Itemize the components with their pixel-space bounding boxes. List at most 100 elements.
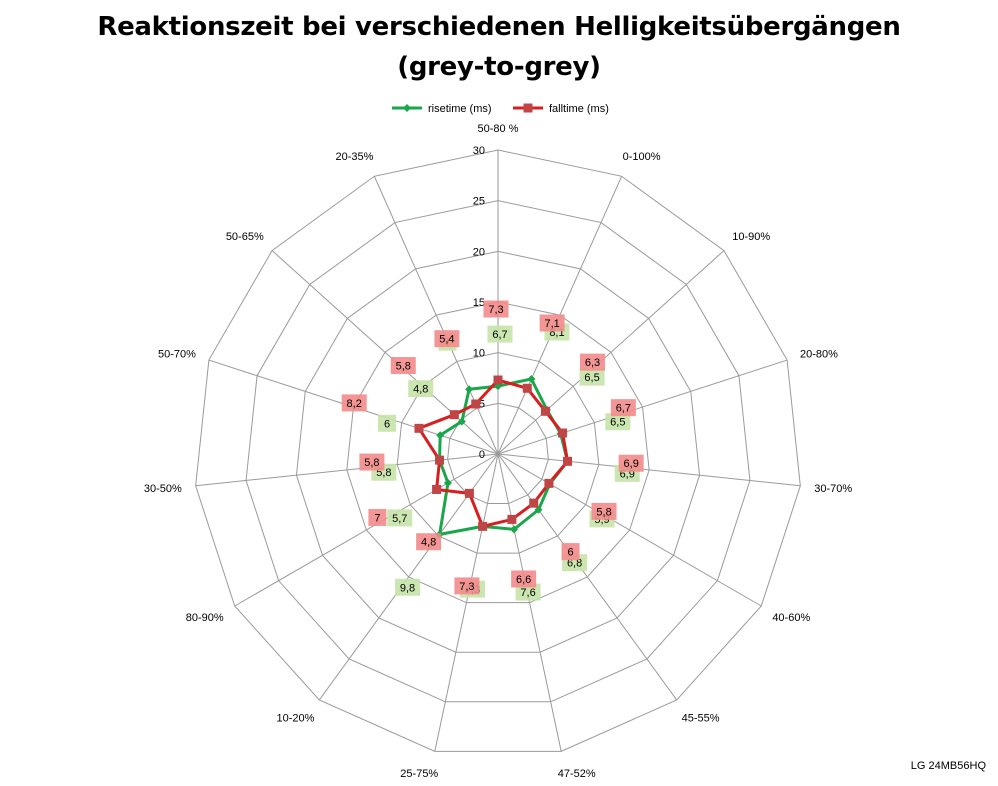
series-point-1	[544, 478, 554, 488]
data-label-bg	[561, 543, 580, 561]
radial-tick-label: 0	[479, 449, 485, 461]
series-point-1	[558, 428, 568, 438]
data-label: 6,5	[584, 372, 599, 384]
series-point-0	[527, 375, 536, 384]
radial-tick-labels: 0 5 10 15 20 25 30	[473, 145, 485, 461]
series-point-1	[540, 406, 550, 416]
spoke	[234, 453, 499, 607]
data-label-bg	[487, 325, 513, 343]
spoke	[497, 453, 678, 701]
data-label: 6,5	[610, 417, 625, 429]
series-point-1	[449, 410, 459, 420]
grid-ring	[295, 250, 701, 653]
series-point-1	[522, 383, 532, 393]
data-label-bg	[605, 413, 631, 431]
data-label-bg	[434, 330, 460, 348]
data-label: 6	[567, 547, 573, 559]
category-label: 47-52%	[558, 768, 596, 780]
series-point-1	[493, 375, 503, 385]
data-label-bg	[454, 577, 480, 595]
category-label: 80-90%	[186, 612, 224, 624]
data-label: 7,3	[488, 304, 503, 316]
category-label: 20-35%	[335, 151, 373, 163]
data-label-bg	[579, 353, 605, 371]
data-label-bg	[378, 414, 397, 432]
radar-grid	[195, 149, 801, 752]
category-labels: 50-80 % 0-100% 10-90% 20-80% 30-70% 40-60% 45-…	[144, 123, 852, 780]
series-point-0	[534, 505, 543, 514]
data-label: 6,9	[624, 458, 639, 470]
data-label: 6,8	[567, 558, 582, 570]
series-point-1	[471, 399, 481, 409]
series-point-0	[457, 417, 466, 426]
data-label: 6,3	[585, 357, 600, 369]
data-label: 5,8	[364, 457, 379, 469]
series-point-1	[432, 484, 442, 494]
data-label: 7,6	[520, 587, 535, 599]
category-label: 0-100%	[623, 151, 661, 163]
data-label: 6	[384, 418, 390, 430]
data-label-bg	[539, 314, 565, 332]
spoke	[497, 453, 562, 752]
category-label: 50-65%	[226, 231, 264, 243]
data-label-bg	[368, 508, 387, 526]
series-point-1	[414, 423, 424, 433]
footer-model-label: LG 24MB56HQ	[910, 760, 986, 772]
data-label: 6,6	[516, 574, 531, 586]
data-label: 9,8	[400, 582, 415, 594]
radial-tick-label: 20	[473, 246, 485, 258]
category-label: 20-80%	[800, 348, 838, 360]
data-label-bg	[390, 357, 416, 375]
data-label: 6,7	[616, 403, 631, 415]
category-label: 45-55%	[682, 713, 720, 725]
radial-tick-label: 30	[473, 145, 485, 157]
spoke	[497, 453, 762, 607]
legend: risetime (ms) falltime (ms)	[392, 103, 609, 115]
chart-title-line1: Reaktionszeit bei verschiedenen Helligke…	[97, 12, 901, 42]
data-label-bg	[359, 453, 385, 471]
grid-ring	[447, 402, 549, 505]
series-point-1	[435, 455, 445, 465]
data-label: 5,8	[396, 361, 411, 373]
data-label: 6,7	[492, 329, 507, 341]
legend-label: risetime (ms)	[428, 103, 492, 115]
chart-title-line2: (grey-to-grey)	[397, 52, 601, 82]
spoke	[434, 453, 499, 752]
data-label-bg	[341, 394, 367, 412]
grid-ring	[245, 200, 751, 703]
series-line-1	[417, 378, 570, 528]
category-label: 50-70%	[158, 348, 196, 360]
series-point-1	[529, 498, 539, 508]
data-label: 7	[374, 512, 380, 524]
series-point-0	[436, 431, 445, 440]
radial-tick-label: 25	[473, 196, 485, 208]
legend-marker-0	[403, 104, 411, 112]
series-point-1	[563, 456, 573, 466]
data-label-bg	[618, 454, 644, 472]
legend-marker-1	[523, 103, 533, 113]
data-label: 5,8	[596, 506, 611, 518]
series-point-1	[507, 514, 517, 524]
data-label-bg	[591, 502, 617, 520]
category-label: 10-90%	[732, 231, 770, 243]
grid-ring	[396, 352, 600, 554]
series-point-0	[443, 478, 452, 487]
data-label: 4,8	[421, 537, 436, 549]
data-label: 5,7	[392, 513, 407, 525]
data-label-bg	[387, 509, 413, 527]
category-label: 30-70%	[814, 483, 852, 495]
grid-ring	[346, 301, 650, 604]
data-label-bg	[579, 368, 605, 386]
data-label-bg	[511, 570, 537, 588]
data-label: 8,2	[347, 398, 362, 410]
grid-ring	[195, 149, 801, 752]
legend-label: falltime (ms)	[549, 103, 609, 115]
data-label: 4,8	[413, 384, 428, 396]
data-label-bg	[483, 300, 509, 318]
radial-tick-label: 5	[479, 398, 485, 410]
category-label: 25-75%	[400, 768, 438, 780]
category-label: 40-60%	[772, 612, 810, 624]
series-layer	[414, 375, 573, 539]
